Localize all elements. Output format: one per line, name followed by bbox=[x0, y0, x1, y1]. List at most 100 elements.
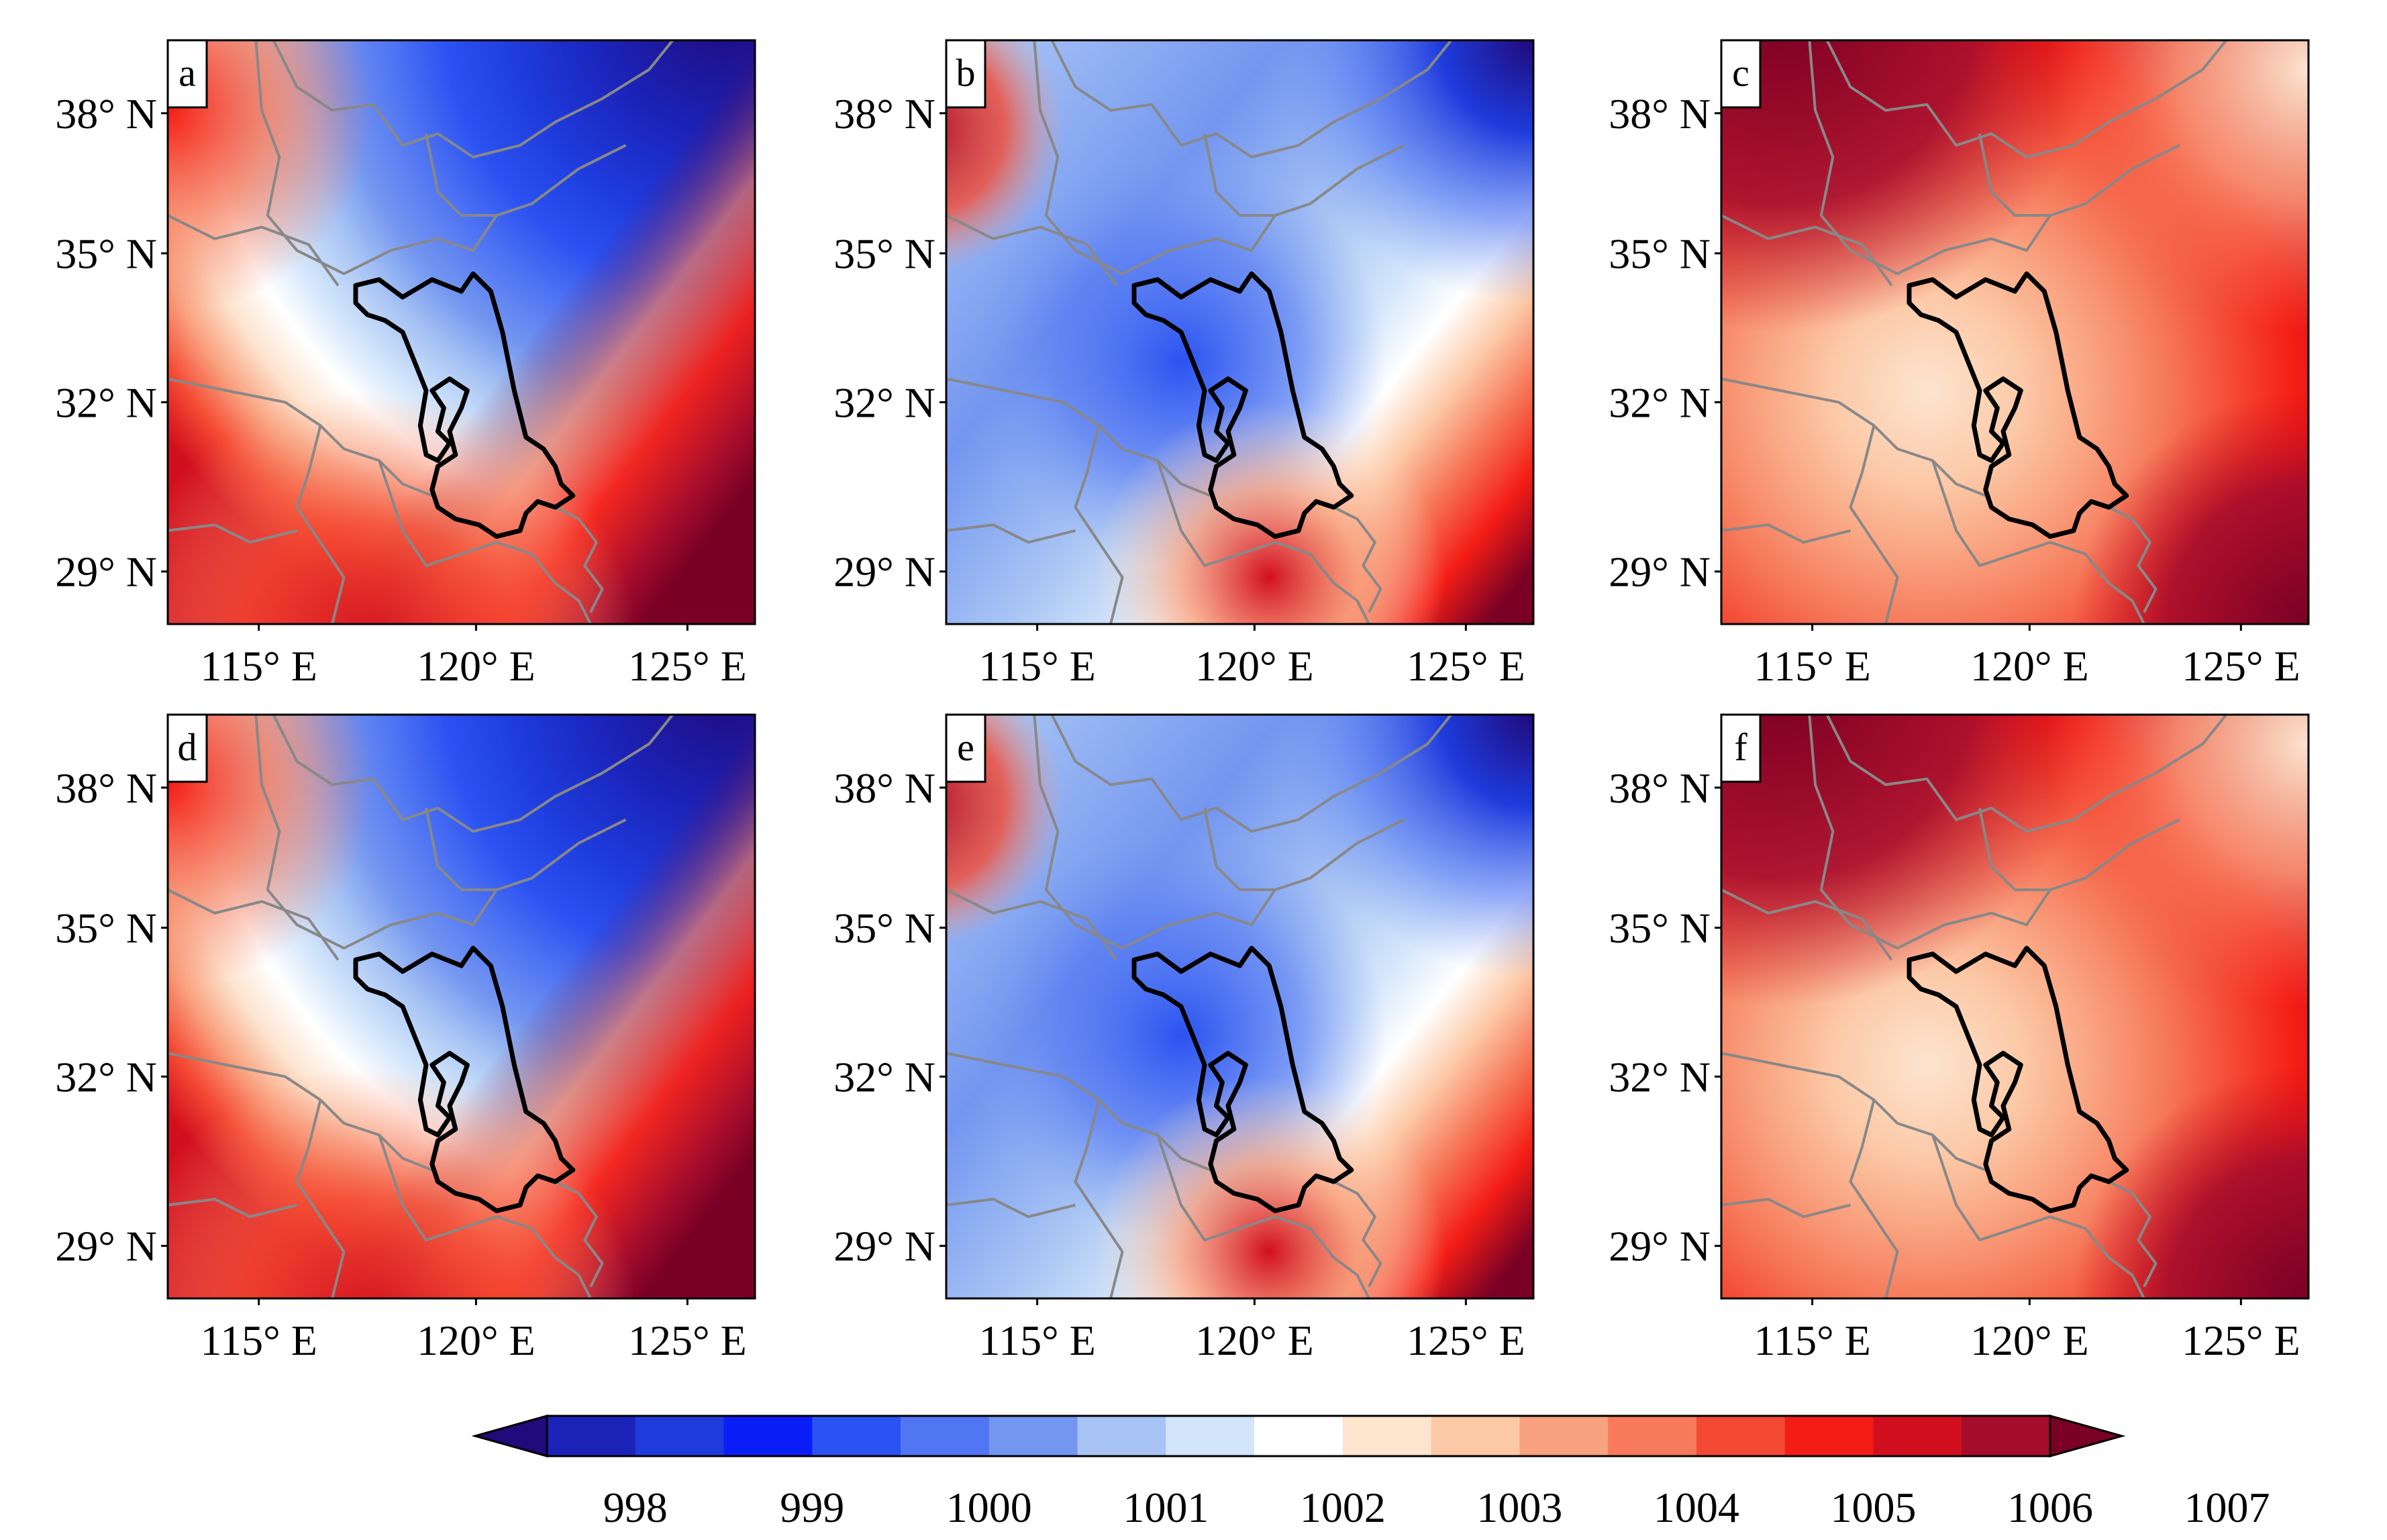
colorbar-tick-label: 1002 bbox=[1300, 1484, 1386, 1531]
lat-tick-label: 29° N bbox=[55, 1223, 157, 1270]
pressure-field-ne bbox=[1721, 715, 2308, 1298]
province-boundary-line bbox=[272, 715, 674, 833]
colorbar-swatch bbox=[1608, 1416, 1697, 1456]
lat-tick-label: 29° N bbox=[833, 548, 935, 596]
lat-tick-label: 32° N bbox=[833, 378, 935, 426]
map-panel-f: f 38° N 35° N 32° N 29° N 115° E 120° E 125° E bbox=[1609, 713, 2310, 1364]
colorbar-left-extension bbox=[471, 1415, 548, 1457]
pressure-field-high-south bbox=[946, 715, 1533, 1298]
colorbar-swatch bbox=[547, 1416, 636, 1456]
colorbar-swatch bbox=[1519, 1416, 1609, 1456]
lon-tick-label: 115° E bbox=[978, 642, 1095, 690]
lon-tick-label: 125° E bbox=[1407, 642, 1525, 690]
pressure-field-high-south bbox=[168, 40, 755, 624]
colorbar-swatch bbox=[1166, 1416, 1255, 1456]
colorbar-tick-label: 1007 bbox=[2184, 1484, 2270, 1531]
province-boundary-line bbox=[946, 377, 1211, 497]
colorbar-tick-labels: 998 999 1000 1001 1002 1003 1004 1005 1006 1007 bbox=[603, 1484, 2270, 1531]
lat-tick-label: 32° N bbox=[1609, 378, 1711, 426]
colorbar-swatch bbox=[1077, 1416, 1166, 1456]
province-boundary-line bbox=[272, 40, 674, 158]
lat-tick-label: 32° N bbox=[1609, 1053, 1711, 1100]
panel-letter-box bbox=[1720, 713, 1762, 783]
province-boundary-line bbox=[295, 1099, 346, 1298]
province-boundary-line bbox=[1274, 541, 1370, 624]
pressure-field-e bbox=[946, 715, 1533, 1298]
panel-frame bbox=[1720, 713, 2310, 1300]
lat-tick-label: 32° N bbox=[833, 1053, 935, 1100]
colorbar-tick-label: 1003 bbox=[1476, 1484, 1562, 1531]
pressure-field-ne bbox=[1721, 40, 2308, 624]
lon-tick-label: 115° E bbox=[1754, 1317, 1870, 1364]
province-boundary-line bbox=[378, 460, 497, 567]
province-boundary-line bbox=[168, 1198, 297, 1219]
province-boundary-line bbox=[1978, 807, 2180, 891]
colorbar-swatch bbox=[1962, 1416, 2051, 1456]
province-boundary-line bbox=[1721, 377, 1986, 497]
panel-letter-box bbox=[166, 713, 208, 783]
lat-tick-label: 32° N bbox=[55, 378, 157, 426]
province-boundary-line bbox=[1203, 133, 1405, 217]
panel-frame bbox=[945, 713, 1535, 1300]
province-boundary-line bbox=[946, 888, 1118, 961]
pressure-field-a bbox=[168, 40, 755, 624]
colorbar-frame bbox=[546, 1415, 2051, 1457]
lon-tick-label: 115° E bbox=[200, 1317, 317, 1364]
colorbar-tick-label: 1004 bbox=[1654, 1484, 1739, 1531]
lat-tick-label: 38° N bbox=[833, 90, 935, 138]
province-boundary-line bbox=[946, 1198, 1076, 1219]
panel-frame bbox=[166, 713, 756, 1300]
colorbar-tick-label: 999 bbox=[780, 1484, 844, 1531]
lat-tick-label: 35° N bbox=[1609, 230, 1711, 278]
lat-tick-label: 38° N bbox=[55, 90, 157, 138]
province-boundary-line bbox=[378, 1134, 497, 1241]
panel-letter-box bbox=[945, 39, 986, 109]
province-boundary-line bbox=[1333, 1180, 1382, 1288]
lat-tick-label: 35° N bbox=[55, 230, 157, 278]
colorbar-tick-label: 1006 bbox=[2007, 1484, 2093, 1531]
panel-letter: c bbox=[1732, 51, 1749, 95]
map-panel-a: a 38° N 35° N 32° N 29° N 115° E 120° E 125° E bbox=[55, 39, 756, 690]
province-boundary-line bbox=[168, 214, 340, 287]
colorbar-right-extension bbox=[2049, 1415, 2126, 1457]
province-boundary-line bbox=[1074, 425, 1124, 624]
panel-letter-box bbox=[945, 713, 986, 783]
province-boundary-line bbox=[1931, 460, 2051, 567]
province-boundary-line bbox=[1050, 715, 1453, 833]
lat-tick-label: 35° N bbox=[1609, 905, 1711, 952]
map-panel-b: b 38° N 35° N 32° N 29° N 115° E 120° E 125° E bbox=[833, 39, 1535, 690]
province-boundary-line bbox=[1931, 1134, 2051, 1241]
lon-tick-label: 120° E bbox=[1195, 1317, 1314, 1364]
province-boundary-line bbox=[1274, 1215, 1370, 1298]
province-boundary-line bbox=[1074, 1099, 1124, 1298]
province-boundary-line bbox=[496, 1215, 592, 1298]
map-panel-d: d 38° N 35° N 32° N 29° N 115° E 120° E 125° E bbox=[55, 713, 756, 1364]
pressure-field-f bbox=[1721, 715, 2308, 1298]
colorbar-swatch bbox=[901, 1416, 990, 1456]
province-boundary-line bbox=[1721, 1051, 1986, 1172]
lon-tick-label: 120° E bbox=[1970, 642, 2089, 690]
colorbar-swatch bbox=[635, 1416, 725, 1456]
lat-tick-label: 29° N bbox=[55, 548, 157, 596]
colorbar: 998 999 1000 1001 1002 1003 1004 1005 1006 1007 bbox=[471, 1415, 2270, 1531]
province-boundary-line bbox=[946, 214, 1118, 287]
lat-tick-label: 29° N bbox=[833, 1223, 935, 1270]
province-boundary-line bbox=[1721, 523, 1851, 544]
panel-letter: a bbox=[179, 51, 196, 95]
province-boundary-line bbox=[1156, 1134, 1276, 1241]
study-region-boundary bbox=[1907, 945, 2129, 1213]
colorbar-tick-label: 998 bbox=[603, 1484, 668, 1531]
lon-tick-label: 115° E bbox=[1754, 642, 1870, 690]
lat-tick-label: 35° N bbox=[833, 905, 935, 952]
colorbar-tick-label: 1001 bbox=[1123, 1484, 1209, 1531]
province-boundary-line bbox=[425, 807, 627, 891]
province-boundary-line bbox=[168, 377, 433, 497]
province-boundary-line bbox=[168, 523, 297, 544]
colorbar-swatch bbox=[1873, 1416, 1962, 1456]
province-boundary-line bbox=[946, 523, 1076, 544]
lon-tick-label: 125° E bbox=[628, 1317, 747, 1364]
lat-tick-label: 29° N bbox=[1609, 548, 1711, 596]
panel-frame bbox=[1720, 39, 2310, 625]
panel-letter-box bbox=[166, 39, 208, 109]
